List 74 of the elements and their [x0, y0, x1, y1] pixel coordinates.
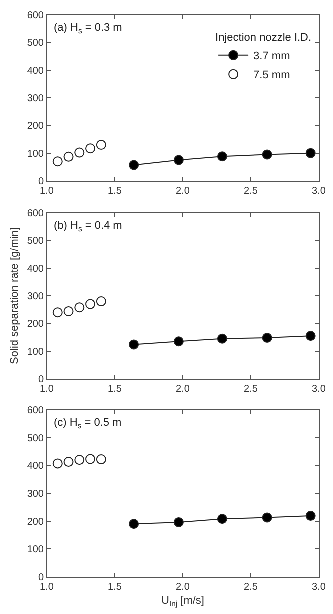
y-tick-label: 300	[27, 489, 44, 500]
point	[64, 152, 74, 162]
y-tick-label: 0	[38, 572, 44, 584]
point	[96, 454, 106, 465]
point	[262, 333, 272, 344]
y-tick-label: 100	[27, 346, 44, 358]
point	[52, 308, 63, 318]
annotation: (a) H$_{s}$ = 0.3 m	[54, 22, 122, 36]
y-tick-label: 500	[27, 236, 44, 248]
point	[96, 140, 106, 150]
x-tick-label: 2.0	[176, 384, 190, 395]
annotation: (b) H$_{s}$ = 0.4 m	[54, 220, 122, 234]
y-tick-label: 500	[27, 433, 44, 444]
y-tick-label: 300	[27, 94, 44, 104]
x-tick-label: 2.5	[244, 582, 258, 593]
x-axis-title: U$_{Inj}$ [m/s]	[162, 595, 204, 609]
y-tick-label: 400	[27, 461, 44, 472]
x-tick-label: 1.0	[40, 384, 54, 395]
point	[306, 511, 316, 522]
y-tick-label: 200	[27, 121, 44, 132]
point	[129, 340, 140, 350]
point	[52, 458, 63, 469]
legend-title: Injection nozzle I.D.	[216, 32, 312, 44]
y-tick-label: 600	[27, 406, 44, 416]
y-tick-label: 0	[38, 374, 44, 386]
point	[174, 155, 184, 166]
y-tick-label: 600	[27, 208, 44, 220]
y-tick-label: 200	[27, 319, 44, 330]
x-tick-label: 2.0	[176, 186, 190, 197]
x-tick-label: 1.0	[40, 582, 54, 593]
y-tick-label: 0	[38, 176, 44, 188]
y-tick-label: 600	[27, 10, 44, 22]
point	[64, 306, 74, 316]
x-tick-label: 3.0	[312, 582, 326, 593]
x-tick-label: 2.5	[244, 186, 258, 197]
y-tick-label: 300	[27, 292, 44, 302]
point	[262, 512, 272, 523]
annotation: (c) H$_{s}$ = 0.5 m	[54, 417, 122, 430]
point	[306, 148, 316, 158]
point	[96, 296, 106, 307]
x-tick-label: 1.5	[108, 384, 122, 395]
x-tick-label: 1.0	[40, 186, 54, 197]
point	[174, 517, 184, 528]
point	[306, 331, 316, 342]
x-tick-label: 2.0	[176, 582, 190, 593]
point	[86, 299, 96, 310]
y-tick-label: 400	[27, 66, 44, 77]
point	[74, 455, 85, 466]
y-tick-label: 100	[27, 544, 44, 556]
point	[262, 150, 272, 160]
x-tick-label: 1.5	[108, 582, 122, 593]
point	[217, 514, 228, 524]
y-tick-label: 500	[27, 38, 44, 50]
y-axis-title: Solid separation rate [g/min]	[8, 228, 21, 364]
point	[74, 148, 85, 158]
x-tick-label: 2.5	[244, 384, 258, 395]
point	[174, 336, 184, 347]
point	[217, 152, 228, 162]
x-tick-label: 3.0	[312, 186, 326, 197]
point	[217, 334, 228, 344]
point	[52, 156, 63, 167]
point	[86, 144, 96, 154]
y-tick-label: 400	[27, 264, 44, 275]
legend-label: 7.5 mm	[254, 70, 290, 82]
x-tick-label: 3.0	[312, 384, 326, 395]
point	[129, 519, 140, 530]
x-tick-label: 1.5	[108, 186, 122, 197]
point	[86, 454, 96, 464]
y-tick-label: 100	[27, 148, 44, 160]
point	[64, 457, 74, 468]
legend-label: 3.7 mm	[254, 50, 290, 63]
point	[74, 302, 85, 313]
point	[129, 160, 140, 170]
y-tick-label: 200	[27, 516, 44, 528]
